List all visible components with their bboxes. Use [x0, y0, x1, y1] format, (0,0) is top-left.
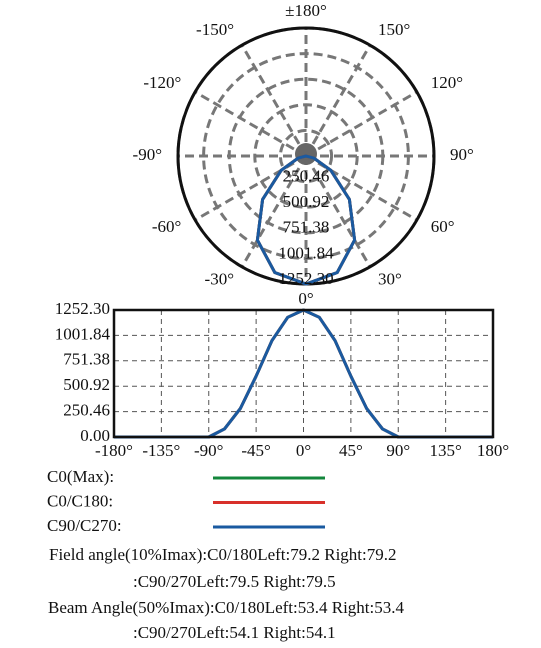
note: :C90/270Left:54.1 Right:54.1: [133, 623, 336, 642]
angle-label: -30°: [205, 270, 234, 289]
y-tick-label: 1001.84: [55, 324, 111, 343]
x-tick-label: 180°: [477, 441, 509, 460]
x-tick-label: 90°: [386, 441, 410, 460]
grid-line: [240, 155, 308, 268]
x-tick-label: 45°: [339, 441, 363, 460]
y-tick-label: 751.38: [63, 350, 110, 369]
radial-label: 250.46: [283, 167, 330, 186]
y-tick-label: 0.00: [80, 426, 110, 445]
y-tick-label: 500.92: [63, 375, 110, 394]
angle-label: 60°: [431, 217, 455, 236]
grid-line: [304, 44, 372, 157]
x-tick-label: 135°: [429, 441, 461, 460]
x-tick-label: -135°: [142, 441, 180, 460]
x-tick-label: -180°: [95, 441, 133, 460]
y-tick-label: 1252.30: [55, 299, 110, 318]
y-tick-label: 250.46: [63, 401, 110, 420]
legend-label: C0/C180:: [47, 491, 113, 510]
radial-label: 500.92: [283, 192, 330, 211]
angle-label: 0°: [298, 289, 313, 308]
legend-label: C0(Max):: [47, 467, 114, 486]
grid-line: [305, 90, 418, 158]
grid-circle: [253, 103, 359, 209]
angle-label: -60°: [152, 217, 181, 236]
angle-label: -150°: [196, 20, 234, 39]
radial-label: 1252.30: [278, 269, 333, 288]
radial-label: 1001.84: [278, 243, 334, 262]
angle-label: 30°: [378, 270, 402, 289]
grid-line: [194, 90, 307, 158]
grid-circle: [227, 77, 385, 235]
angle-label: 150°: [378, 20, 410, 39]
grid-line: [240, 44, 308, 157]
x-tick-label: 0°: [296, 441, 311, 460]
angle-label: -120°: [143, 73, 181, 92]
angle-label: 90°: [450, 145, 474, 164]
note: Beam Angle(50%Imax):C0/180Left:53.4 Righ…: [48, 598, 405, 617]
grid-line: [304, 155, 372, 268]
center-dot: [295, 143, 317, 165]
grid-circle: [202, 52, 410, 260]
grid-circle: [278, 128, 334, 184]
x-tick-label: -90°: [194, 441, 223, 460]
radial-label: 751.38: [283, 218, 330, 237]
polar-curve: [255, 154, 357, 286]
legend-label: C90/C270:: [47, 516, 122, 535]
angle-label: ±180°: [285, 1, 327, 20]
plot-frame: [112, 308, 495, 439]
note: :C90/270Left:79.5 Right:79.5: [133, 572, 336, 591]
angle-label: -90°: [133, 145, 162, 164]
note: Field angle(10%Imax):C0/180Left:79.2 Rig…: [49, 545, 397, 564]
x-tick-label: -45°: [241, 441, 270, 460]
angle-label: 120°: [431, 73, 463, 92]
